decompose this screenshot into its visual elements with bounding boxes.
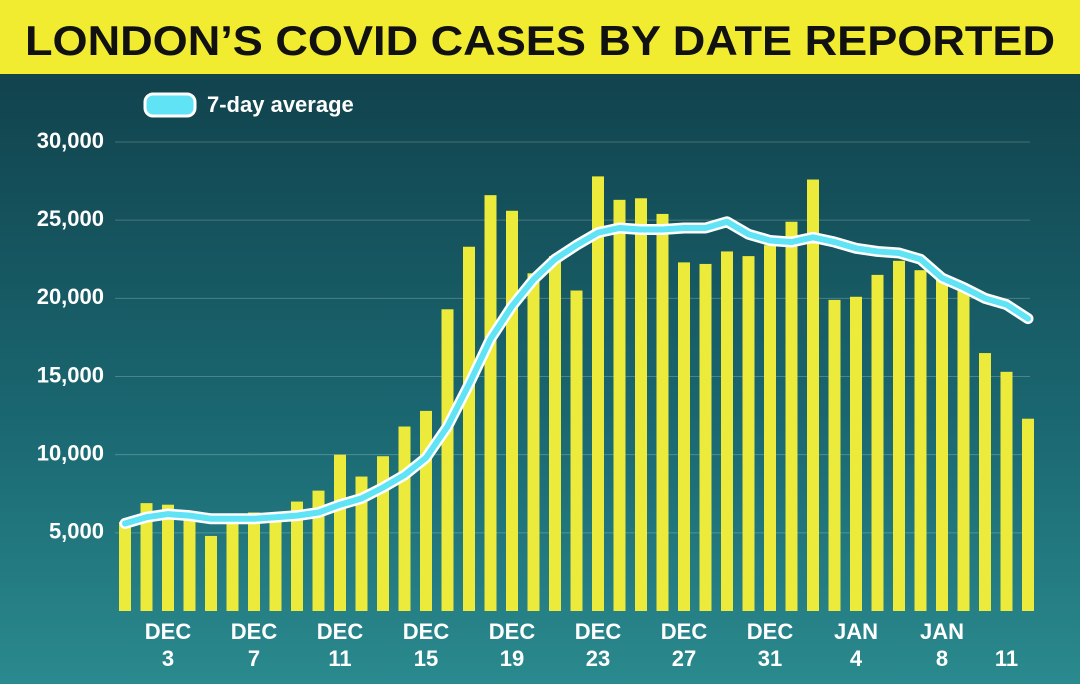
y-tick-label: 20,000 [37, 284, 104, 309]
x-tick-label: DEC 15 [403, 619, 450, 671]
bar [742, 256, 755, 611]
bar [398, 426, 411, 611]
legend-label: 7-day average [207, 92, 354, 117]
y-tick-label: 15,000 [37, 362, 104, 387]
bar [527, 273, 540, 611]
bar [871, 274, 884, 611]
bar [463, 246, 475, 611]
y-tick-label: 25,000 [37, 206, 104, 231]
bar [162, 504, 174, 611]
bar [506, 210, 518, 611]
x-tick-label: JAN 4 [834, 619, 878, 671]
bar [914, 270, 927, 611]
bar [721, 251, 733, 611]
x-tick-label: DEC 31 [747, 619, 794, 671]
bar [807, 179, 819, 611]
bar [484, 195, 497, 612]
bar [269, 512, 282, 611]
bar [441, 309, 454, 611]
x-tick-label: DEC 3 [145, 619, 192, 671]
bar [957, 285, 970, 611]
line [122, 218, 1031, 527]
bar [248, 512, 260, 611]
bar [226, 520, 239, 611]
bar [828, 299, 841, 611]
bar [355, 476, 368, 611]
bar [570, 290, 583, 611]
bar [979, 353, 991, 611]
bar [850, 296, 862, 611]
bar [291, 501, 303, 611]
bar [312, 490, 325, 611]
bar [140, 503, 153, 611]
bar [549, 256, 561, 611]
bar [936, 274, 948, 611]
bar [613, 199, 626, 612]
chart-title: LONDON’S COVID CASES BY DATE REPORTED [25, 17, 1055, 64]
bar [785, 221, 798, 612]
bar [893, 260, 905, 611]
bar [119, 521, 131, 611]
x-tick-label: DEC 7 [231, 619, 278, 671]
bar [592, 176, 604, 612]
bar [635, 198, 647, 611]
bar [334, 454, 346, 611]
legend-swatch [143, 92, 197, 118]
bar [678, 262, 690, 611]
bar [205, 535, 217, 611]
x-tick-label: DEC 19 [489, 619, 536, 671]
bar [764, 245, 776, 611]
y-tick-label: 5,000 [49, 519, 104, 544]
x-tick-label: DEC 27 [661, 619, 708, 671]
bar [656, 213, 669, 611]
x-tick-label: 11 [995, 646, 1018, 671]
x-tick-label: JAN 8 [920, 619, 964, 671]
bar [699, 263, 712, 611]
x-tick-label: DEC 11 [317, 619, 364, 671]
title-band [0, 0, 1080, 74]
bar [420, 410, 432, 611]
bar [183, 514, 196, 611]
y-tick-label: 10,000 [37, 440, 104, 465]
bar [1022, 418, 1034, 611]
x-tick-label: DEC 23 [575, 619, 622, 671]
y-tick-label: 30,000 [37, 128, 104, 153]
bar [1000, 371, 1013, 611]
